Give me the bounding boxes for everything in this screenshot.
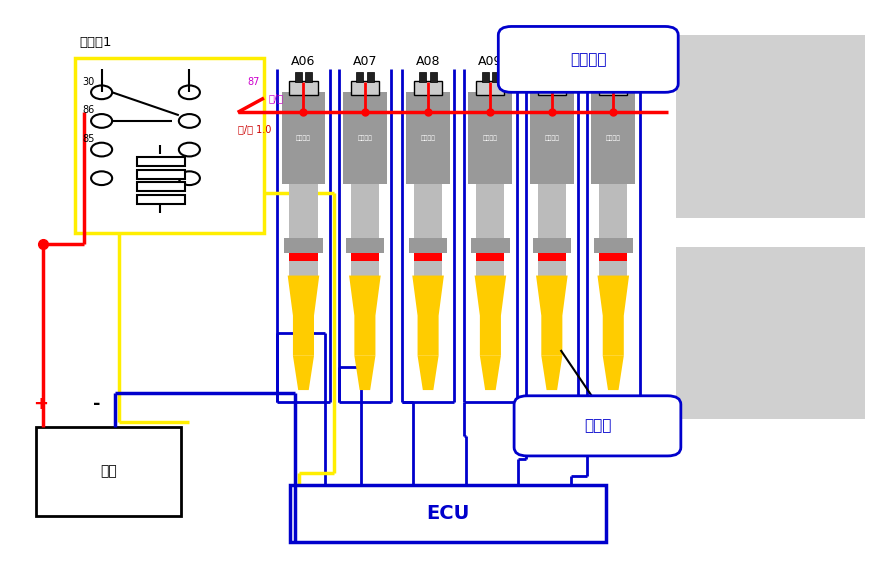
Bar xyxy=(137,157,184,166)
Bar xyxy=(290,484,606,542)
Bar xyxy=(537,81,565,95)
Text: 30: 30 xyxy=(83,76,95,87)
Bar xyxy=(281,92,325,184)
Text: 红0097  AL 6: 红0097 AL 6 xyxy=(556,59,617,68)
Text: ECU: ECU xyxy=(426,503,470,523)
Text: A06: A06 xyxy=(291,55,315,68)
Bar xyxy=(543,72,550,82)
Bar xyxy=(342,92,386,184)
Bar xyxy=(429,72,436,82)
Bar xyxy=(492,72,499,82)
Polygon shape xyxy=(597,276,629,356)
Bar xyxy=(284,238,322,253)
Text: 点火线圈: 点火线圈 xyxy=(296,135,311,141)
Bar xyxy=(350,81,378,95)
Text: 点火线圈: 点火线圈 xyxy=(543,135,558,141)
Polygon shape xyxy=(412,276,443,356)
Bar xyxy=(537,184,565,276)
Text: 点火线圈: 点火线圈 xyxy=(605,135,620,141)
Polygon shape xyxy=(417,356,438,390)
Bar xyxy=(599,81,627,95)
Bar xyxy=(305,72,312,82)
Bar xyxy=(481,72,488,82)
Polygon shape xyxy=(536,276,567,356)
Bar xyxy=(676,35,864,218)
Text: -: - xyxy=(93,395,101,413)
Bar xyxy=(594,238,632,253)
Bar xyxy=(289,81,317,95)
Bar xyxy=(476,253,504,261)
Text: 点火线圈: 点火线圈 xyxy=(482,135,497,141)
Bar xyxy=(591,92,635,184)
Bar xyxy=(137,195,184,204)
Bar xyxy=(350,184,378,276)
Polygon shape xyxy=(349,276,380,356)
Bar xyxy=(419,72,426,82)
Bar xyxy=(289,184,317,276)
Polygon shape xyxy=(541,356,562,390)
Polygon shape xyxy=(602,356,623,390)
Text: 85: 85 xyxy=(83,134,95,144)
Bar xyxy=(529,92,573,184)
Bar xyxy=(36,427,180,516)
Bar xyxy=(532,238,571,253)
Text: +: + xyxy=(32,395,47,413)
Bar xyxy=(537,253,565,261)
Bar xyxy=(604,72,611,82)
Bar xyxy=(289,253,317,261)
Bar xyxy=(615,72,622,82)
Bar xyxy=(599,253,627,261)
Bar xyxy=(137,169,184,179)
Bar xyxy=(406,92,450,184)
Text: 86: 86 xyxy=(83,105,95,115)
FancyBboxPatch shape xyxy=(514,396,680,456)
Text: A09: A09 xyxy=(478,55,502,68)
Polygon shape xyxy=(474,276,506,356)
Text: 火花塞: 火花塞 xyxy=(583,418,610,433)
Bar xyxy=(366,72,373,82)
Bar xyxy=(345,238,384,253)
Text: A07: A07 xyxy=(352,55,377,68)
Text: A08: A08 xyxy=(415,55,440,68)
Bar xyxy=(414,253,442,261)
Bar xyxy=(553,72,560,82)
Bar xyxy=(350,253,378,261)
Bar xyxy=(137,182,184,191)
Bar xyxy=(414,184,442,276)
Bar xyxy=(599,184,627,276)
Text: 点火线圈: 点火线圈 xyxy=(569,52,606,67)
Bar xyxy=(676,247,864,418)
FancyBboxPatch shape xyxy=(498,26,678,92)
Text: 点火线圈: 点火线圈 xyxy=(420,135,435,141)
Bar xyxy=(76,58,263,232)
Polygon shape xyxy=(292,356,313,390)
Bar xyxy=(471,238,509,253)
Bar xyxy=(356,72,363,82)
Text: 红/绿: 红/绿 xyxy=(268,93,283,103)
Bar xyxy=(408,238,447,253)
Text: 87: 87 xyxy=(247,76,259,87)
Text: 红/白 1.0: 红/白 1.0 xyxy=(237,124,270,134)
Text: 点火线圈: 点火线圈 xyxy=(357,135,372,141)
Polygon shape xyxy=(479,356,500,390)
Polygon shape xyxy=(354,356,375,390)
Text: 电瓶: 电瓶 xyxy=(100,465,117,479)
Bar xyxy=(476,81,504,95)
Bar xyxy=(414,81,442,95)
Text: 继电器1: 继电器1 xyxy=(80,36,112,49)
Bar xyxy=(294,72,301,82)
Bar xyxy=(468,92,512,184)
Bar xyxy=(476,184,504,276)
Polygon shape xyxy=(287,276,319,356)
